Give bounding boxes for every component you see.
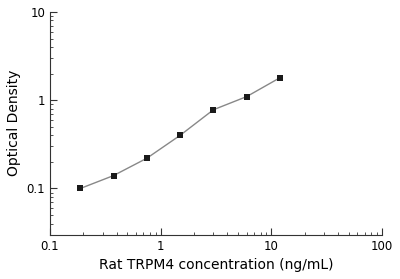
Point [277, 75, 283, 80]
Point [210, 107, 217, 112]
Point [77, 186, 84, 191]
Y-axis label: Optical Density: Optical Density [7, 70, 21, 177]
X-axis label: Rat TRPM4 concentration (ng/mL): Rat TRPM4 concentration (ng/mL) [99, 258, 333, 272]
Point [110, 173, 117, 178]
Point [144, 156, 150, 160]
Point [244, 94, 250, 99]
Point [177, 133, 183, 138]
